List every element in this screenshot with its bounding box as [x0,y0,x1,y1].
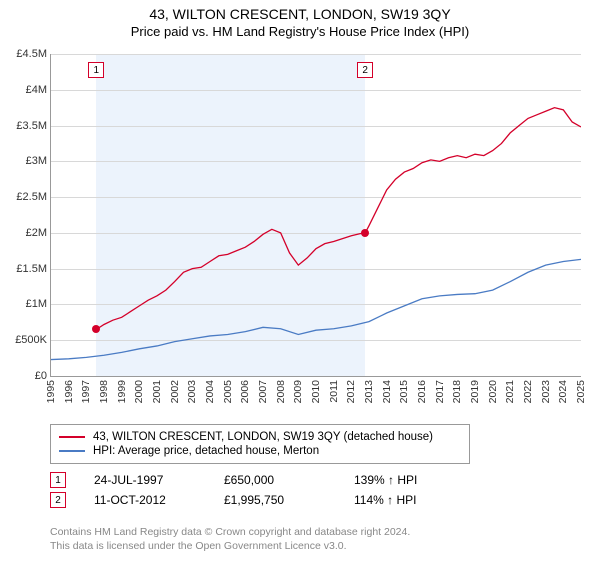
x-axis-tick-label: 2015 [398,380,410,403]
series-line [96,108,581,330]
sale-row: 1 24-JUL-1997£650,000139% ↑ HPI [50,472,484,488]
x-axis-tick-label: 2014 [381,380,393,403]
series-line [51,259,581,359]
y-axis-tick-label: £4M [1,84,47,96]
x-axis-tick-label: 1995 [45,380,57,403]
sale-date: 11-OCT-2012 [94,493,224,507]
x-axis-tick-label: 2000 [133,380,145,403]
x-axis-tick-label: 2018 [451,380,463,403]
sale-row: 2 11-OCT-2012£1,995,750114% ↑ HPI [50,492,484,508]
x-axis-tick-label: 2011 [328,380,340,403]
sale-hpi-delta: 139% ↑ HPI [354,473,484,487]
x-axis-tick-label: 1999 [116,380,128,403]
legend-label: HPI: Average price, detached house, Mert… [93,445,319,457]
chart-plot-area: £0£500K£1M£1.5M£2M£2.5M£3M£3.5M£4M£4.5M1… [50,54,581,377]
x-axis-tick-label: 2022 [522,380,534,403]
legend-item: HPI: Average price, detached house, Mert… [59,445,461,457]
footer-line-2: This data is licensed under the Open Gov… [50,540,347,552]
x-axis-tick-label: 2024 [557,380,569,403]
sale-marker-1: 1 [88,62,104,78]
x-axis-tick-label: 2020 [487,380,499,403]
legend: 43, WILTON CRESCENT, LONDON, SW19 3QY (d… [50,424,470,464]
legend-swatch [59,450,85,452]
x-axis-tick-label: 2009 [292,380,304,403]
x-axis-tick-label: 2021 [504,380,516,403]
y-axis-tick-label: £1M [1,298,47,310]
sale-hpi-delta: 114% ↑ HPI [354,493,484,507]
sale-date: 24-JUL-1997 [94,473,224,487]
legend-label: 43, WILTON CRESCENT, LONDON, SW19 3QY (d… [93,431,433,443]
sale-point-dot [92,325,100,333]
x-axis-tick-label: 2006 [239,380,251,403]
y-axis-tick-label: £0 [1,370,47,382]
legend-swatch [59,436,85,438]
x-axis-tick-label: 1997 [80,380,92,403]
x-axis-tick-label: 2003 [186,380,198,403]
sale-point-dot [361,229,369,237]
sale-row-marker: 1 [50,472,66,488]
chart-subtitle: Price paid vs. HM Land Registry's House … [0,24,600,39]
x-axis-tick-label: 2004 [204,380,216,403]
y-axis-tick-label: £3.5M [1,120,47,132]
x-axis-tick-label: 2012 [345,380,357,403]
y-axis-tick-label: £1.5M [1,263,47,275]
y-axis-tick-label: £3M [1,155,47,167]
x-axis-tick-label: 2008 [275,380,287,403]
x-axis-tick-label: 2005 [222,380,234,403]
x-axis-tick-label: 2019 [469,380,481,403]
x-axis-tick-label: 2023 [540,380,552,403]
y-axis-tick-label: £4.5M [1,48,47,60]
x-axis-tick-label: 1998 [98,380,110,403]
series-lines [51,54,581,376]
sale-price: £650,000 [224,473,354,487]
x-axis-tick-label: 2002 [169,380,181,403]
x-axis-tick-label: 2016 [416,380,428,403]
x-axis-tick-label: 2013 [363,380,375,403]
footer-line-1: Contains HM Land Registry data © Crown c… [50,526,410,538]
legend-item: 43, WILTON CRESCENT, LONDON, SW19 3QY (d… [59,431,461,443]
x-axis-tick-label: 2010 [310,380,322,403]
x-axis-tick-label: 2007 [257,380,269,403]
sale-marker-2: 2 [357,62,373,78]
footer-attribution: Contains HM Land Registry data © Crown c… [50,526,410,553]
x-axis-tick-label: 1996 [63,380,75,403]
y-axis-tick-label: £2.5M [1,191,47,203]
sale-price: £1,995,750 [224,493,354,507]
x-axis-tick-label: 2001 [151,380,163,403]
chart-title: 43, WILTON CRESCENT, LONDON, SW19 3QY [0,6,600,22]
x-axis-tick-label: 2025 [575,380,587,403]
y-axis-tick-label: £500K [1,334,47,346]
sales-table: 1 24-JUL-1997£650,000139% ↑ HPI 2 11-OCT-20… [50,468,484,512]
x-axis-tick-label: 2017 [434,380,446,403]
sale-row-marker: 2 [50,492,66,508]
y-axis-tick-label: £2M [1,227,47,239]
